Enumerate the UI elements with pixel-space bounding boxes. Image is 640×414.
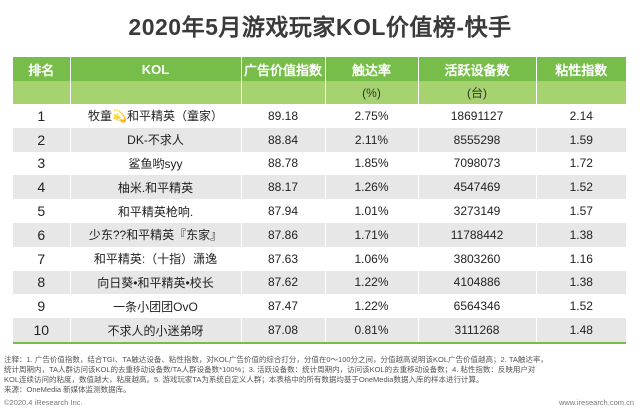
cell-kol: 少东??和平精英『东家』: [70, 222, 242, 247]
cell-ad-index: 88.78: [241, 151, 326, 176]
unit-stickiness: [536, 81, 626, 104]
cell-reach: 1.71%: [325, 222, 419, 247]
cell-ad-index: 88.84: [241, 127, 326, 152]
cell-kol: 柚米.和平精英: [70, 175, 242, 200]
cell-reach: 1.22%: [325, 270, 419, 295]
website-url: www.iresearch.com.cn: [558, 398, 634, 407]
cell-devices: 4547469: [418, 175, 537, 200]
table-row: 6 少东??和平精英『东家』 87.86 1.71% 11788442 1.38: [13, 222, 626, 247]
unit-row: (%) (台): [13, 81, 626, 104]
footnote-line: 统计周期内，TA人群访问该KOL的去重移动设备数/TA人群设备数*100%；3.…: [4, 365, 536, 374]
cell-devices: 18691127: [418, 104, 537, 128]
cell-kol: 鲨鱼哟syy: [70, 151, 242, 176]
cell-reach: 1.01%: [325, 199, 419, 223]
cell-devices: 3111268: [418, 318, 537, 344]
cell-kol: 牧童💫和平精英（童家）: [70, 104, 242, 128]
cell-devices: 3803260: [418, 246, 537, 271]
column-header-stickiness: 粘性指数: [536, 57, 626, 81]
cell-rank: 10: [13, 318, 71, 344]
cell-stickiness: 1.52: [536, 294, 626, 319]
cell-stickiness: 1.48: [536, 318, 626, 344]
table-row: 1 牧童💫和平精英（童家） 89.18 2.75% 18691127 2.14: [13, 104, 626, 128]
unit-ad-index: [241, 81, 326, 104]
cell-reach: 2.75%: [325, 104, 419, 128]
column-header-rank: 排名: [13, 57, 71, 81]
cell-reach: 0.81%: [325, 318, 419, 344]
cell-kol: 和平精英:（十指）潇逸: [70, 246, 242, 271]
cell-stickiness: 1.16: [536, 246, 626, 271]
cell-ad-index: 87.08: [241, 318, 326, 344]
cell-devices: 11788442: [418, 222, 537, 247]
unit-reach: (%): [325, 81, 419, 104]
table-row: 4 柚米.和平精英 88.17 1.26% 4547469 1.52: [13, 175, 626, 200]
cell-ad-index: 87.62: [241, 270, 326, 295]
cell-ad-index: 87.63: [241, 246, 326, 271]
copyright: ©2020.4 iResearch Inc.: [4, 398, 83, 407]
cell-stickiness: 1.57: [536, 199, 626, 223]
cell-reach: 1.26%: [325, 175, 419, 200]
cell-reach: 1.22%: [325, 294, 419, 319]
cell-ad-index: 87.94: [241, 199, 326, 223]
kol-ranking-table: 排名 KOL 广告价值指数 触达率 活跃设备数 粘性指数 (%) (台) 1 牧童…: [13, 57, 626, 344]
unit-rank: [13, 81, 71, 104]
unit-devices: (台): [418, 81, 537, 104]
footnote-line: 注释：1. 广告价值指数，结合TGI、TA触达设备、粘性指数，对KOL广告价值的…: [4, 355, 548, 364]
column-header-reach: 触达率: [325, 57, 419, 81]
column-header-kol: KOL: [70, 57, 242, 81]
cell-kol: 向日葵•和平精英•校长: [70, 270, 242, 295]
cell-reach: 1.06%: [325, 246, 419, 271]
footnote-line: KOL连续访问的粘度，数值越大，粘度越高。5. 游戏玩家TA为系统自定义人群；本…: [4, 375, 484, 384]
cell-devices: 3273149: [418, 199, 537, 223]
footnote-source: 来源：OneMedia 新媒体监测数据库。: [4, 385, 131, 394]
table-row: 7 和平精英:（十指）潇逸 87.63 1.06% 3803260 1.16: [13, 246, 626, 271]
cell-rank: 7: [13, 246, 71, 271]
table-row: 2 DK-不求人 88.84 2.11% 8555298 1.59: [13, 127, 626, 152]
footnotes: 注释：1. 广告价值指数，结合TGI、TA触达设备、粘性指数，对KOL广告价值的…: [4, 355, 636, 395]
cell-rank: 8: [13, 270, 71, 295]
cell-kol: DK-不求人: [70, 127, 242, 152]
cell-rank: 1: [13, 104, 71, 128]
cell-ad-index: 87.47: [241, 294, 326, 319]
cell-rank: 2: [13, 127, 71, 152]
cell-kol: 和平精英枪响.: [70, 199, 242, 223]
cell-rank: 5: [13, 199, 71, 223]
cell-kol: 不求人的小迷弟呀: [70, 318, 242, 344]
cell-devices: 6564346: [418, 294, 537, 319]
cell-rank: 4: [13, 175, 71, 200]
cell-stickiness: 1.38: [536, 270, 626, 295]
cell-stickiness: 1.59: [536, 127, 626, 152]
cell-devices: 7098073: [418, 151, 537, 176]
cell-stickiness: 1.72: [536, 151, 626, 176]
table-body: 1 牧童💫和平精英（童家） 89.18 2.75% 18691127 2.14 2 DK-不求…: [13, 104, 626, 344]
cell-stickiness: 1.52: [536, 175, 626, 200]
cell-ad-index: 87.86: [241, 222, 326, 247]
column-header-ad-index: 广告价值指数: [241, 57, 326, 81]
table-row: 10 不求人的小迷弟呀 87.08 0.81% 3111268 1.48: [13, 318, 626, 344]
cell-kol: 一条小团团OvO: [70, 294, 242, 319]
cell-reach: 2.11%: [325, 127, 419, 152]
table-row: 9 一条小团团OvO 87.47 1.22% 6564346 1.52: [13, 294, 626, 319]
page-title: 2020年5月游戏玩家KOL价值榜-快手: [128, 14, 512, 40]
cell-ad-index: 89.18: [241, 104, 326, 128]
cell-stickiness: 2.14: [536, 104, 626, 128]
cell-rank: 3: [13, 151, 71, 176]
table-row: 5 和平精英枪响. 87.94 1.01% 3273149 1.57: [13, 199, 626, 223]
cell-reach: 1.85%: [325, 151, 419, 176]
cell-devices: 4104886: [418, 270, 537, 295]
unit-kol: [70, 81, 242, 104]
cell-rank: 6: [13, 222, 71, 247]
header-row: 排名 KOL 广告价值指数 触达率 活跃设备数 粘性指数: [13, 57, 626, 81]
cell-ad-index: 88.17: [241, 175, 326, 200]
table-row: 3 鲨鱼哟syy 88.78 1.85% 7098073 1.72: [13, 151, 626, 176]
cell-stickiness: 1.38: [536, 222, 626, 247]
cell-rank: 9: [13, 294, 71, 319]
cell-devices: 8555298: [418, 127, 537, 152]
table-row: 8 向日葵•和平精英•校长 87.62 1.22% 4104886 1.38: [13, 270, 626, 295]
column-header-devices: 活跃设备数: [418, 57, 537, 81]
